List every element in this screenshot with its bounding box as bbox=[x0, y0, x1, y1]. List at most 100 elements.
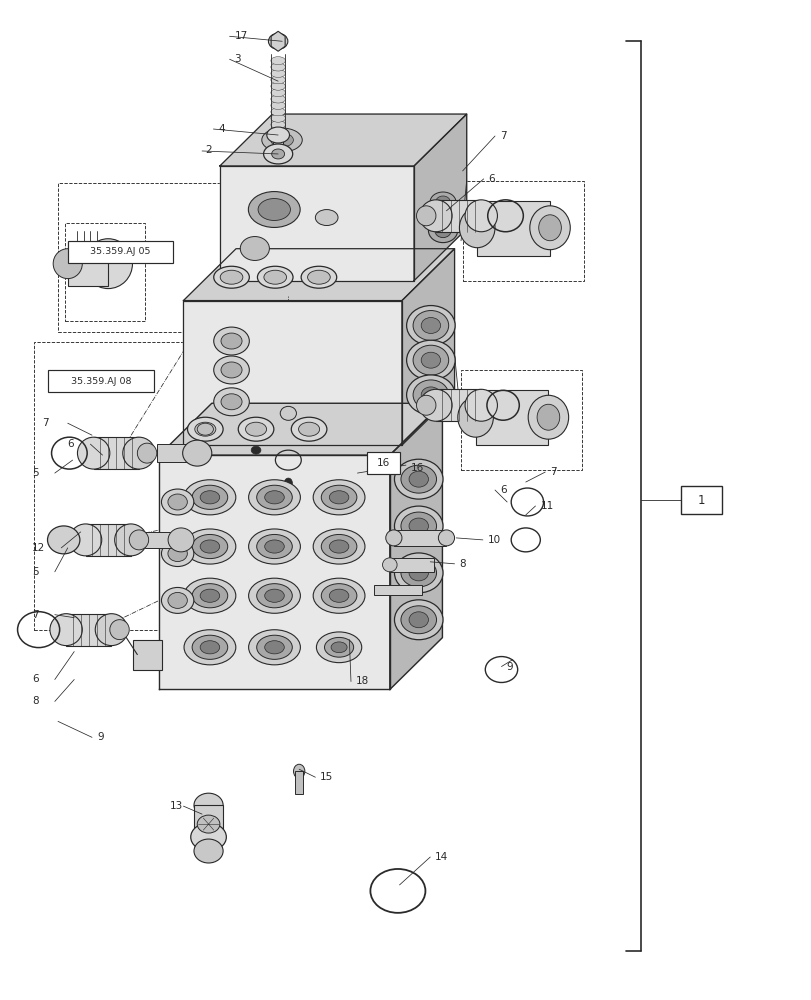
Ellipse shape bbox=[213, 356, 249, 384]
Bar bbox=[49, 370, 153, 392]
Ellipse shape bbox=[168, 494, 187, 510]
Ellipse shape bbox=[220, 270, 242, 284]
Text: 16: 16 bbox=[376, 458, 389, 468]
Ellipse shape bbox=[264, 540, 284, 553]
Ellipse shape bbox=[438, 530, 454, 546]
Ellipse shape bbox=[182, 440, 212, 466]
Ellipse shape bbox=[394, 506, 443, 546]
Ellipse shape bbox=[538, 215, 560, 241]
Ellipse shape bbox=[419, 200, 452, 232]
Ellipse shape bbox=[192, 635, 227, 659]
Ellipse shape bbox=[200, 491, 220, 504]
Ellipse shape bbox=[168, 546, 187, 562]
Ellipse shape bbox=[457, 397, 493, 437]
Ellipse shape bbox=[161, 489, 194, 515]
Text: 12: 12 bbox=[32, 543, 45, 553]
Ellipse shape bbox=[245, 422, 266, 436]
Text: 7: 7 bbox=[32, 610, 39, 620]
Ellipse shape bbox=[409, 518, 428, 534]
Text: 14: 14 bbox=[435, 852, 448, 862]
Text: 35.359.AJ 05: 35.359.AJ 05 bbox=[90, 247, 150, 256]
Bar bbox=[294, 771, 303, 794]
Ellipse shape bbox=[271, 69, 285, 77]
Ellipse shape bbox=[221, 333, 242, 349]
Text: 9: 9 bbox=[97, 732, 103, 742]
Ellipse shape bbox=[401, 559, 436, 587]
Ellipse shape bbox=[251, 446, 260, 454]
Ellipse shape bbox=[271, 76, 285, 84]
Ellipse shape bbox=[187, 417, 223, 441]
Ellipse shape bbox=[271, 63, 285, 71]
Polygon shape bbox=[401, 249, 454, 445]
Ellipse shape bbox=[192, 534, 227, 559]
Ellipse shape bbox=[316, 632, 361, 663]
Text: 6: 6 bbox=[500, 485, 506, 495]
Bar bbox=[273, 135, 283, 153]
Text: 35.359.AJ 08: 35.359.AJ 08 bbox=[71, 377, 131, 386]
Ellipse shape bbox=[329, 589, 349, 602]
Text: 6: 6 bbox=[488, 174, 495, 184]
Ellipse shape bbox=[264, 144, 292, 164]
Bar bbox=[64, 223, 145, 320]
Bar bbox=[157, 444, 197, 462]
Ellipse shape bbox=[264, 589, 284, 602]
Ellipse shape bbox=[331, 642, 346, 653]
Ellipse shape bbox=[258, 199, 290, 220]
Ellipse shape bbox=[194, 793, 223, 817]
Ellipse shape bbox=[184, 480, 235, 515]
Ellipse shape bbox=[268, 33, 287, 49]
Ellipse shape bbox=[394, 600, 443, 640]
Ellipse shape bbox=[271, 95, 285, 103]
Text: 1: 1 bbox=[697, 494, 704, 507]
Ellipse shape bbox=[168, 592, 187, 608]
Ellipse shape bbox=[195, 422, 216, 436]
Ellipse shape bbox=[264, 270, 286, 284]
Ellipse shape bbox=[321, 485, 357, 509]
Ellipse shape bbox=[536, 404, 559, 430]
Bar bbox=[58, 183, 414, 332]
Ellipse shape bbox=[248, 192, 300, 227]
Polygon shape bbox=[414, 114, 466, 281]
Ellipse shape bbox=[248, 578, 300, 613]
Ellipse shape bbox=[264, 491, 284, 504]
Ellipse shape bbox=[394, 459, 443, 499]
Polygon shape bbox=[159, 455, 389, 689]
Bar bbox=[373, 585, 422, 595]
Text: 8: 8 bbox=[459, 559, 466, 569]
Ellipse shape bbox=[401, 606, 436, 634]
Ellipse shape bbox=[307, 270, 330, 284]
Bar bbox=[475, 390, 547, 445]
Ellipse shape bbox=[184, 578, 235, 613]
Ellipse shape bbox=[406, 306, 455, 345]
Ellipse shape bbox=[192, 584, 227, 608]
Bar bbox=[34, 342, 373, 630]
Bar bbox=[436, 200, 481, 232]
Ellipse shape bbox=[213, 388, 249, 416]
Ellipse shape bbox=[221, 362, 242, 378]
Ellipse shape bbox=[50, 614, 82, 646]
Bar bbox=[66, 614, 111, 646]
Bar bbox=[680, 486, 721, 514]
Ellipse shape bbox=[69, 524, 101, 556]
Bar bbox=[477, 201, 549, 256]
Ellipse shape bbox=[267, 127, 289, 143]
Ellipse shape bbox=[114, 524, 147, 556]
Ellipse shape bbox=[428, 219, 457, 243]
Polygon shape bbox=[183, 249, 454, 301]
Ellipse shape bbox=[329, 540, 349, 553]
Ellipse shape bbox=[53, 249, 82, 279]
Ellipse shape bbox=[416, 395, 436, 415]
Bar bbox=[133, 640, 161, 670]
Ellipse shape bbox=[197, 423, 213, 435]
Ellipse shape bbox=[213, 266, 249, 288]
Bar bbox=[194, 805, 223, 837]
Ellipse shape bbox=[409, 471, 428, 487]
Text: 7: 7 bbox=[549, 467, 556, 477]
Ellipse shape bbox=[465, 200, 497, 232]
Ellipse shape bbox=[324, 637, 354, 657]
Ellipse shape bbox=[256, 485, 292, 509]
Bar bbox=[85, 524, 131, 556]
Bar bbox=[389, 558, 434, 572]
Ellipse shape bbox=[257, 266, 293, 288]
Ellipse shape bbox=[48, 526, 79, 554]
